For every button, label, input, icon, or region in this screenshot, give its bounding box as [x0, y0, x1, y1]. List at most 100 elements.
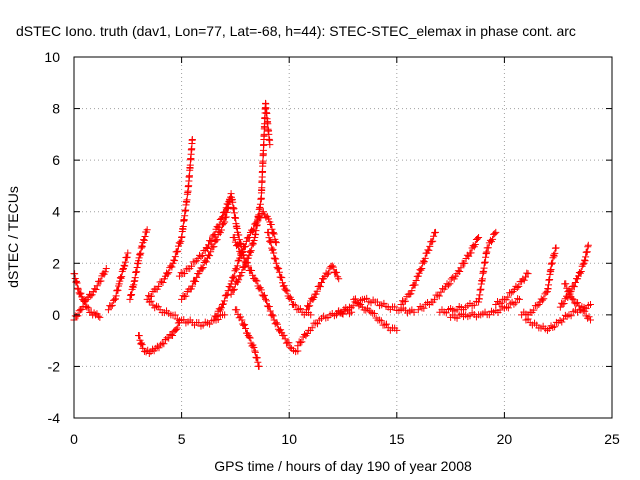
data-point	[173, 324, 181, 332]
data-point	[82, 297, 90, 305]
data-point	[137, 339, 145, 347]
data-point	[87, 292, 95, 300]
data-point	[265, 215, 273, 223]
data-point	[129, 282, 137, 290]
data-point	[578, 306, 586, 314]
data-point	[175, 239, 183, 247]
data-point	[233, 265, 241, 273]
data-point	[548, 259, 556, 267]
data-point	[73, 279, 81, 287]
data-point	[513, 284, 521, 292]
data-point	[351, 295, 359, 303]
data-point	[157, 341, 165, 349]
data-point	[220, 297, 228, 305]
data-point	[242, 324, 250, 332]
data-point	[281, 335, 289, 343]
data-point	[199, 263, 207, 271]
data-point	[236, 272, 244, 280]
data-point	[165, 269, 173, 277]
data-point	[233, 306, 241, 314]
data-point	[457, 264, 465, 272]
data-point	[568, 295, 576, 303]
data-point	[524, 315, 532, 323]
data-point	[274, 265, 282, 273]
data-point	[429, 237, 437, 245]
data-point	[153, 342, 161, 350]
data-point	[533, 302, 541, 310]
data-point	[246, 248, 254, 256]
data-point	[376, 316, 384, 324]
data-point	[504, 293, 512, 301]
data-point	[71, 270, 79, 278]
data-point	[164, 270, 172, 278]
data-point	[121, 258, 129, 266]
data-point	[217, 304, 225, 312]
data-point	[266, 237, 274, 245]
data-point	[325, 269, 333, 277]
data-point	[317, 278, 325, 286]
data-point	[158, 278, 166, 286]
series-arc-19	[397, 228, 440, 309]
y-axis-ticks: -4 -2 0 2 4 6 8 10	[44, 49, 612, 426]
data-point	[79, 302, 87, 310]
data-point	[270, 249, 278, 257]
data-points	[70, 99, 594, 370]
data-point	[94, 312, 102, 320]
data-point	[442, 283, 450, 291]
data-point	[426, 242, 434, 250]
plot-frame	[73, 56, 613, 419]
data-point	[202, 258, 210, 266]
data-point	[77, 289, 85, 297]
data-point	[296, 338, 304, 346]
data-point	[138, 243, 146, 251]
data-point	[551, 323, 559, 331]
data-point	[566, 288, 574, 296]
data-point	[313, 287, 321, 295]
series-arc-12	[231, 306, 263, 370]
data-point	[145, 298, 153, 306]
data-point	[430, 296, 438, 304]
data-point	[556, 316, 564, 324]
data-point	[547, 322, 555, 330]
data-point	[574, 299, 582, 307]
data-point	[539, 296, 547, 304]
data-point	[290, 301, 298, 309]
data-point	[254, 358, 262, 366]
x-tick-label: 25	[604, 431, 620, 447]
series-arc-02	[70, 264, 110, 324]
data-point	[97, 277, 105, 285]
data-point	[489, 235, 497, 243]
data-point	[229, 286, 237, 294]
data-point	[512, 299, 520, 307]
data-point	[192, 277, 200, 285]
data-point	[581, 257, 589, 265]
data-point	[221, 311, 229, 319]
data-point	[291, 301, 299, 309]
series-arc-20	[414, 234, 483, 314]
data-point	[586, 301, 594, 309]
data-point	[217, 226, 225, 234]
data-point	[550, 251, 558, 259]
data-point	[504, 304, 512, 312]
data-point	[434, 291, 442, 299]
data-point	[198, 265, 206, 273]
data-point	[223, 291, 231, 299]
data-point	[449, 274, 457, 282]
data-point	[575, 302, 583, 310]
data-point	[407, 290, 415, 298]
data-point	[581, 256, 589, 264]
data-point	[269, 312, 277, 320]
y-tick-label: 10	[44, 49, 60, 65]
data-point	[584, 241, 592, 249]
y-tick-label: 4	[52, 204, 60, 220]
data-point	[273, 263, 281, 271]
data-point	[219, 300, 227, 308]
data-point	[240, 254, 248, 262]
x-tick-label: 0	[70, 431, 78, 447]
data-point	[116, 274, 124, 282]
data-point	[262, 295, 270, 303]
data-point	[217, 214, 225, 222]
data-point	[173, 248, 181, 256]
data-point	[218, 301, 226, 309]
data-point	[235, 276, 243, 284]
